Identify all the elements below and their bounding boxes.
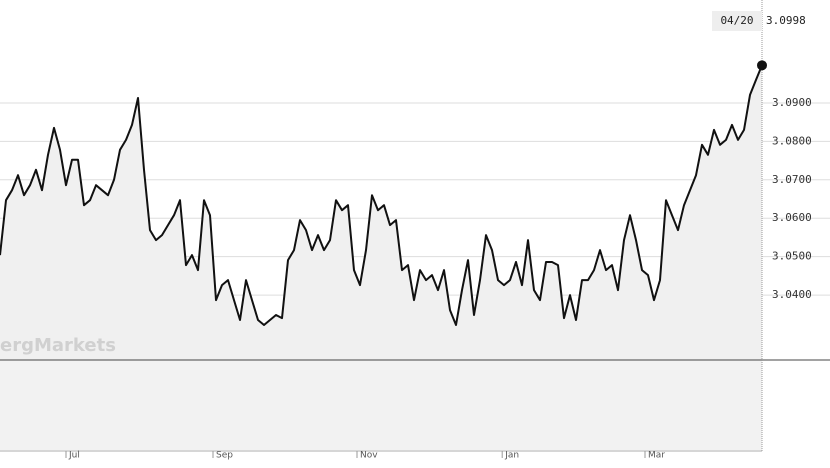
- y-tick-label: 3.0400: [772, 288, 812, 301]
- x-tick-label: Nov: [360, 451, 378, 461]
- header-date: 04/20: [720, 14, 753, 27]
- y-tick-label: 3.0500: [772, 250, 812, 263]
- line: [0, 64, 763, 326]
- x-tick-label: Mar: [648, 451, 665, 461]
- y-tick-label: 3.0900: [772, 96, 812, 109]
- x-tick-label: Jul: [68, 451, 80, 461]
- y-tick-label: 3.0600: [772, 211, 812, 224]
- header-value: 3.0998: [766, 14, 806, 27]
- x-tick-label: Jan: [504, 451, 519, 461]
- last-point: [757, 60, 767, 71]
- watermark: ergMarkets: [0, 335, 116, 356]
- x-tick-label: Sep: [216, 451, 233, 461]
- y-tick-label: 3.0800: [772, 134, 812, 147]
- area: [0, 65, 762, 361]
- header-date-box: [712, 11, 762, 31]
- lower-panel: [0, 360, 762, 452]
- y-tick-label: 3.0700: [772, 173, 812, 186]
